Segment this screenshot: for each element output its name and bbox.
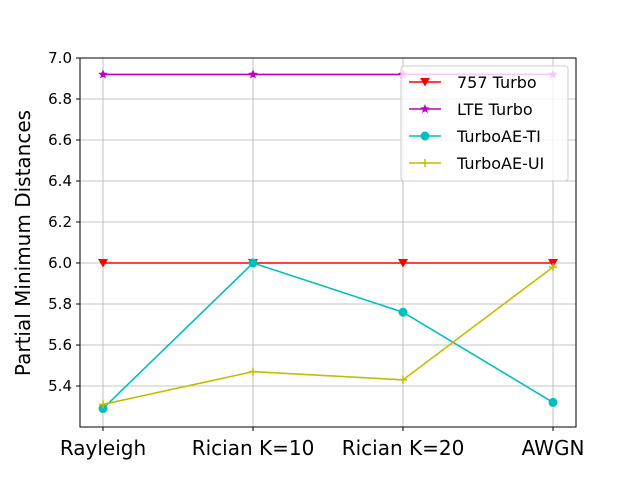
series-lines bbox=[98, 69, 558, 414]
series-turboae-ti bbox=[98, 258, 558, 414]
series-line-turboae-ui bbox=[102, 266, 554, 406]
data-point-turboae-ui bbox=[249, 367, 257, 376]
y-tick-label: 6.0 bbox=[48, 254, 72, 272]
x-tick-label: AWGN bbox=[522, 436, 585, 460]
data-point-turboae-ui bbox=[99, 400, 107, 409]
legend-marker-757-turbo bbox=[420, 78, 430, 87]
legend-marker-lte-turbo bbox=[420, 104, 430, 114]
data-point-turboae-ui bbox=[549, 263, 557, 272]
series-line-turboae-ti bbox=[102, 262, 554, 410]
data-point-turboae-ti bbox=[98, 404, 108, 414]
data-point-turboae-ti bbox=[548, 397, 558, 407]
legend-label: LTE Turbo bbox=[457, 100, 533, 119]
y-tick-label: 6.4 bbox=[48, 172, 72, 190]
y-tick-label: 6.8 bbox=[48, 90, 72, 108]
x-tick-label: Rician K=10 bbox=[192, 436, 315, 460]
x-tick-label: Rayleigh bbox=[60, 436, 146, 460]
x-tick-label: Rician K=20 bbox=[342, 436, 465, 460]
y-tick-label: 6.6 bbox=[48, 131, 72, 149]
data-point-757-turbo bbox=[398, 259, 408, 268]
legend-box bbox=[400, 65, 569, 182]
y-tick-label: 5.6 bbox=[48, 336, 72, 354]
y-tick-label: 5.8 bbox=[48, 295, 72, 313]
data-point-turboae-ui bbox=[399, 375, 407, 384]
legend-label: 757 Turbo bbox=[457, 73, 537, 92]
y-tick-label: 7.0 bbox=[48, 49, 72, 67]
legend-label: TurboAE-UI bbox=[456, 154, 544, 173]
axis-ticks: 5.4 5.6 5.8 6.0 6.2 6.4 6.6 6.8 7.0 Rayleigh Ricia… bbox=[48, 49, 584, 460]
legend: 757 Turbo LTE Turbo TurboAE-TI TurboAE-UI bbox=[400, 65, 569, 182]
data-point-lte-turbo bbox=[98, 69, 108, 79]
y-tick-label: 6.2 bbox=[48, 213, 72, 231]
y-axis-label: Partial Minimum Distances bbox=[11, 110, 35, 376]
data-point-757-turbo bbox=[98, 259, 108, 268]
series-turboae-ui bbox=[99, 263, 557, 409]
data-point-lte-turbo bbox=[248, 69, 258, 79]
legend-marker-turboae-ti bbox=[420, 131, 430, 141]
data-point-turboae-ti bbox=[398, 307, 408, 317]
legend-label: TurboAE-TI bbox=[456, 127, 541, 146]
y-tick-label: 5.4 bbox=[48, 377, 72, 395]
data-point-turboae-ti bbox=[248, 258, 258, 268]
legend-marker-turboae-ui bbox=[421, 159, 429, 167]
series-757-turbo bbox=[98, 259, 558, 268]
plot-area-frame bbox=[79, 57, 577, 428]
